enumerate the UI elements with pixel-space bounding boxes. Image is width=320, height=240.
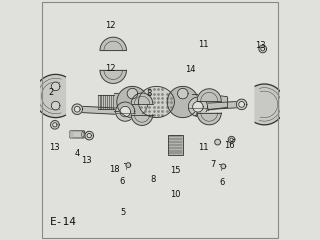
Polygon shape <box>85 131 93 140</box>
Polygon shape <box>53 123 57 127</box>
Polygon shape <box>197 89 221 101</box>
Polygon shape <box>239 102 244 107</box>
Polygon shape <box>131 93 153 104</box>
Polygon shape <box>117 86 148 118</box>
FancyBboxPatch shape <box>70 131 84 138</box>
Text: 15: 15 <box>170 166 181 175</box>
Text: 2: 2 <box>48 88 53 97</box>
Text: 11: 11 <box>198 143 208 152</box>
Polygon shape <box>178 88 188 99</box>
Text: 8: 8 <box>147 89 152 98</box>
Text: 16: 16 <box>224 141 235 150</box>
Polygon shape <box>116 102 135 121</box>
Polygon shape <box>228 136 235 143</box>
Polygon shape <box>127 88 138 99</box>
Polygon shape <box>72 104 83 114</box>
Text: 11: 11 <box>198 40 208 49</box>
Polygon shape <box>215 139 220 145</box>
Polygon shape <box>259 45 267 53</box>
Text: 5: 5 <box>120 208 125 217</box>
Text: 14: 14 <box>185 65 195 74</box>
Bar <box>168 135 183 156</box>
Text: 13: 13 <box>255 41 266 50</box>
Polygon shape <box>230 138 233 141</box>
Polygon shape <box>34 74 65 118</box>
Polygon shape <box>131 114 153 125</box>
Polygon shape <box>126 163 131 168</box>
Polygon shape <box>87 133 92 138</box>
Text: 10: 10 <box>170 190 181 199</box>
Text: 4: 4 <box>75 149 80 158</box>
Polygon shape <box>51 101 60 110</box>
Polygon shape <box>100 37 126 50</box>
Polygon shape <box>167 86 198 118</box>
Polygon shape <box>51 120 59 129</box>
Text: 8: 8 <box>150 175 156 185</box>
Polygon shape <box>51 82 60 91</box>
Text: E-14: E-14 <box>50 217 76 227</box>
Polygon shape <box>198 101 242 110</box>
Polygon shape <box>221 164 226 169</box>
Text: 6: 6 <box>220 178 225 187</box>
Ellipse shape <box>138 86 174 118</box>
Polygon shape <box>197 113 221 125</box>
Polygon shape <box>120 106 131 117</box>
Text: 6: 6 <box>119 177 124 186</box>
Text: 13: 13 <box>82 156 92 165</box>
Text: 12: 12 <box>106 64 116 73</box>
Polygon shape <box>193 102 203 112</box>
Polygon shape <box>188 97 208 116</box>
Polygon shape <box>77 106 125 115</box>
Ellipse shape <box>70 132 73 137</box>
Text: 7: 7 <box>210 160 215 169</box>
Polygon shape <box>261 47 265 51</box>
Text: 13: 13 <box>49 143 59 152</box>
Polygon shape <box>74 106 80 112</box>
Text: 12: 12 <box>106 21 116 30</box>
Polygon shape <box>255 84 285 125</box>
Polygon shape <box>236 99 247 110</box>
Polygon shape <box>100 70 126 83</box>
Text: 18: 18 <box>109 165 120 174</box>
